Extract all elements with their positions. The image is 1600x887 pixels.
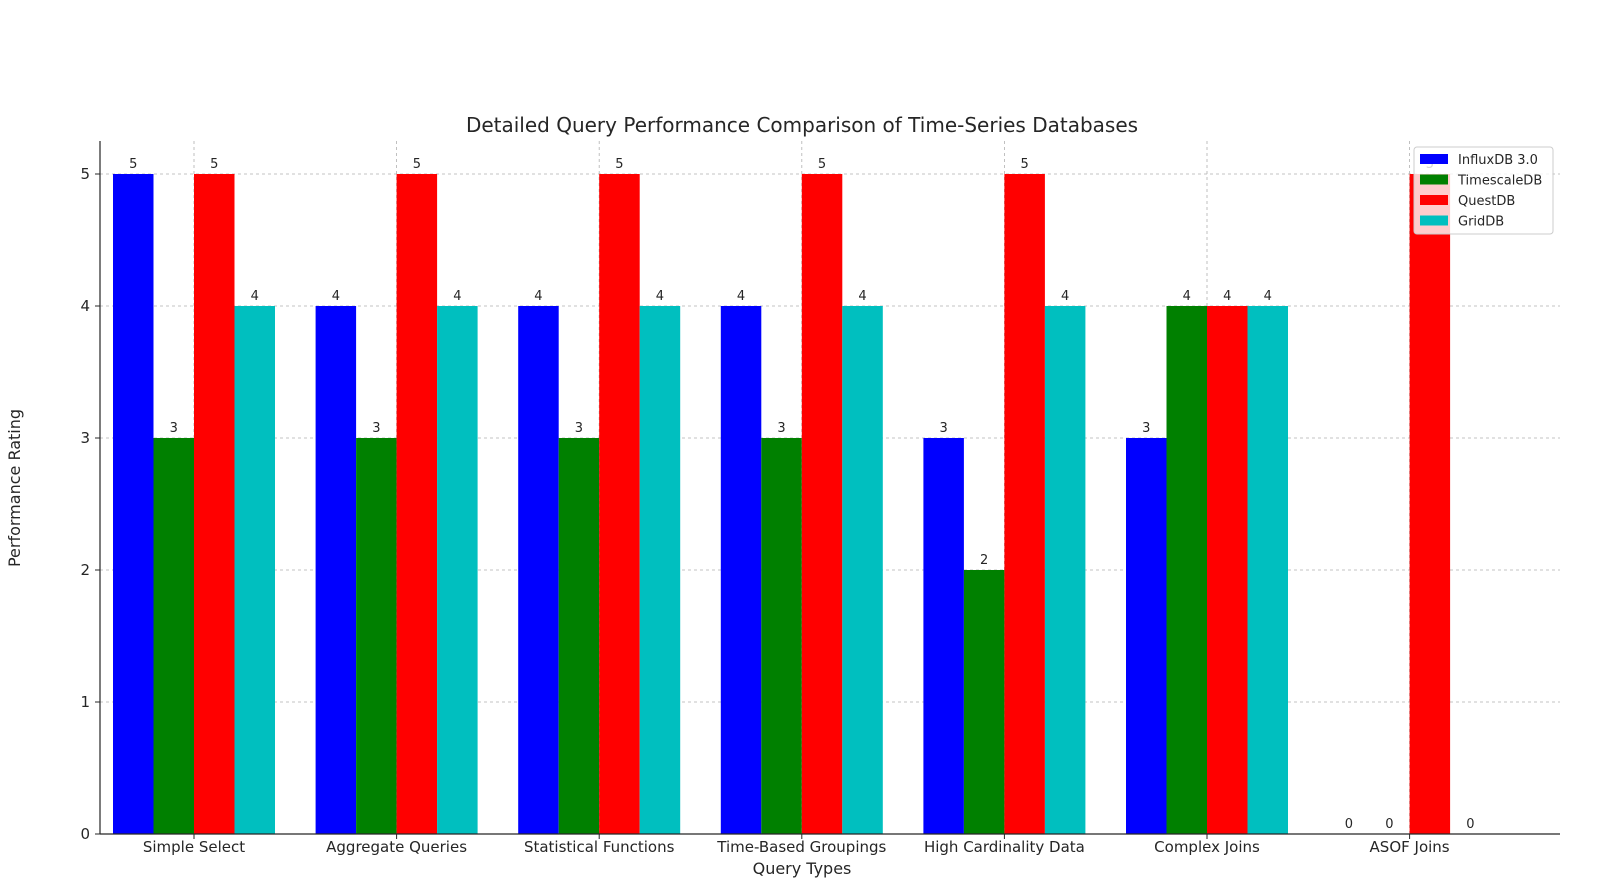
legend-swatch	[1420, 154, 1448, 164]
data-label: 3	[575, 421, 583, 436]
x-tick-label: Simple Select	[143, 838, 245, 856]
data-labels: 5444330333324055555454444440	[129, 157, 1474, 832]
bar-questdb	[1409, 174, 1451, 834]
data-label: 3	[1142, 421, 1150, 436]
y-axis-label: Performance Rating	[5, 409, 24, 567]
data-label: 4	[858, 289, 866, 304]
bar-questdb	[1207, 306, 1248, 834]
data-label: 4	[1223, 289, 1231, 304]
legend-swatch	[1420, 215, 1448, 226]
data-label: 3	[372, 421, 380, 436]
bar-timescaledb	[558, 438, 600, 834]
x-tick-label: Statistical Functions	[524, 838, 675, 856]
x-tick-label: ASOF Joins	[1370, 838, 1450, 856]
bar-timescaledb	[1166, 306, 1207, 834]
data-label: 4	[656, 289, 664, 304]
bar-griddb	[1247, 306, 1288, 834]
bar-influxdb-3-0	[518, 306, 559, 834]
legend-swatch	[1420, 174, 1448, 185]
data-label: 4	[737, 289, 745, 304]
x-axis-label: Query Types	[753, 859, 852, 878]
x-tick-label: High Cardinality Data	[924, 838, 1085, 856]
bar-influxdb-3-0	[113, 174, 154, 834]
y-tick-label: 2	[80, 561, 90, 579]
data-label: 4	[332, 289, 340, 304]
chart-title: Detailed Query Performance Comparison of…	[466, 113, 1138, 137]
data-label: 5	[1021, 157, 1029, 172]
bar-questdb	[801, 174, 843, 834]
bar-questdb	[396, 174, 438, 834]
bar-influxdb-3-0	[923, 438, 964, 834]
bar-griddb	[234, 306, 275, 834]
bar-timescaledb	[153, 438, 194, 834]
bar-timescaledb	[761, 438, 802, 834]
bar-questdb	[599, 174, 640, 834]
bar-influxdb-3-0	[720, 306, 762, 834]
x-tick-label: Aggregate Queries	[326, 838, 467, 856]
data-label: 4	[251, 289, 259, 304]
legend-swatch	[1420, 195, 1448, 205]
x-tick-label: Complex Joins	[1154, 838, 1260, 856]
y-tick-label: 4	[80, 297, 90, 315]
data-label: 0	[1385, 817, 1393, 832]
bars	[113, 174, 1451, 834]
data-label: 5	[129, 157, 137, 172]
data-label: 4	[534, 289, 542, 304]
data-label: 4	[1183, 289, 1191, 304]
legend-box	[1413, 146, 1554, 235]
data-label: 0	[1466, 817, 1474, 832]
y-tick-label: 1	[80, 693, 90, 711]
bar-influxdb-3-0	[1126, 438, 1167, 834]
data-label: 2	[980, 553, 988, 568]
y-tick-label: 5	[80, 165, 90, 183]
bar-timescaledb	[356, 438, 397, 834]
legend-label: QuestDB	[1458, 194, 1515, 209]
bar-griddb	[842, 306, 883, 834]
x-tick-label: Time-Based Groupings	[716, 838, 886, 856]
data-label: 4	[453, 289, 461, 304]
bar-questdb	[1004, 174, 1045, 834]
data-label: 5	[210, 157, 218, 172]
bar-influxdb-3-0	[315, 306, 357, 834]
bar-griddb	[437, 306, 478, 834]
data-label: 0	[1345, 817, 1353, 832]
bar-questdb	[194, 174, 235, 834]
data-label: 5	[615, 157, 623, 172]
bar-griddb	[1044, 306, 1086, 834]
legend-label: GridDB	[1458, 215, 1504, 230]
data-label: 3	[777, 421, 785, 436]
data-label: 5	[413, 157, 421, 172]
legend: InfluxDB 3.0 TimescaleDB QuestDB GridDB	[1413, 146, 1554, 235]
y-tick-label: 0	[80, 825, 90, 843]
data-label: 5	[818, 157, 826, 172]
bar-griddb	[639, 306, 681, 834]
legend-label: InfluxDB 3.0	[1458, 153, 1538, 168]
data-label: 4	[1061, 289, 1069, 304]
axes: 0 1 2 3 4 5 Simple Select Aggregate Queries Stat…	[80, 141, 1560, 856]
legend-label: TimescaleDB	[1457, 174, 1542, 189]
y-tick-label: 3	[80, 429, 90, 447]
data-label: 3	[170, 421, 178, 436]
data-label: 3	[940, 421, 948, 436]
bar-timescaledb	[963, 570, 1005, 834]
data-label: 4	[1264, 289, 1272, 304]
